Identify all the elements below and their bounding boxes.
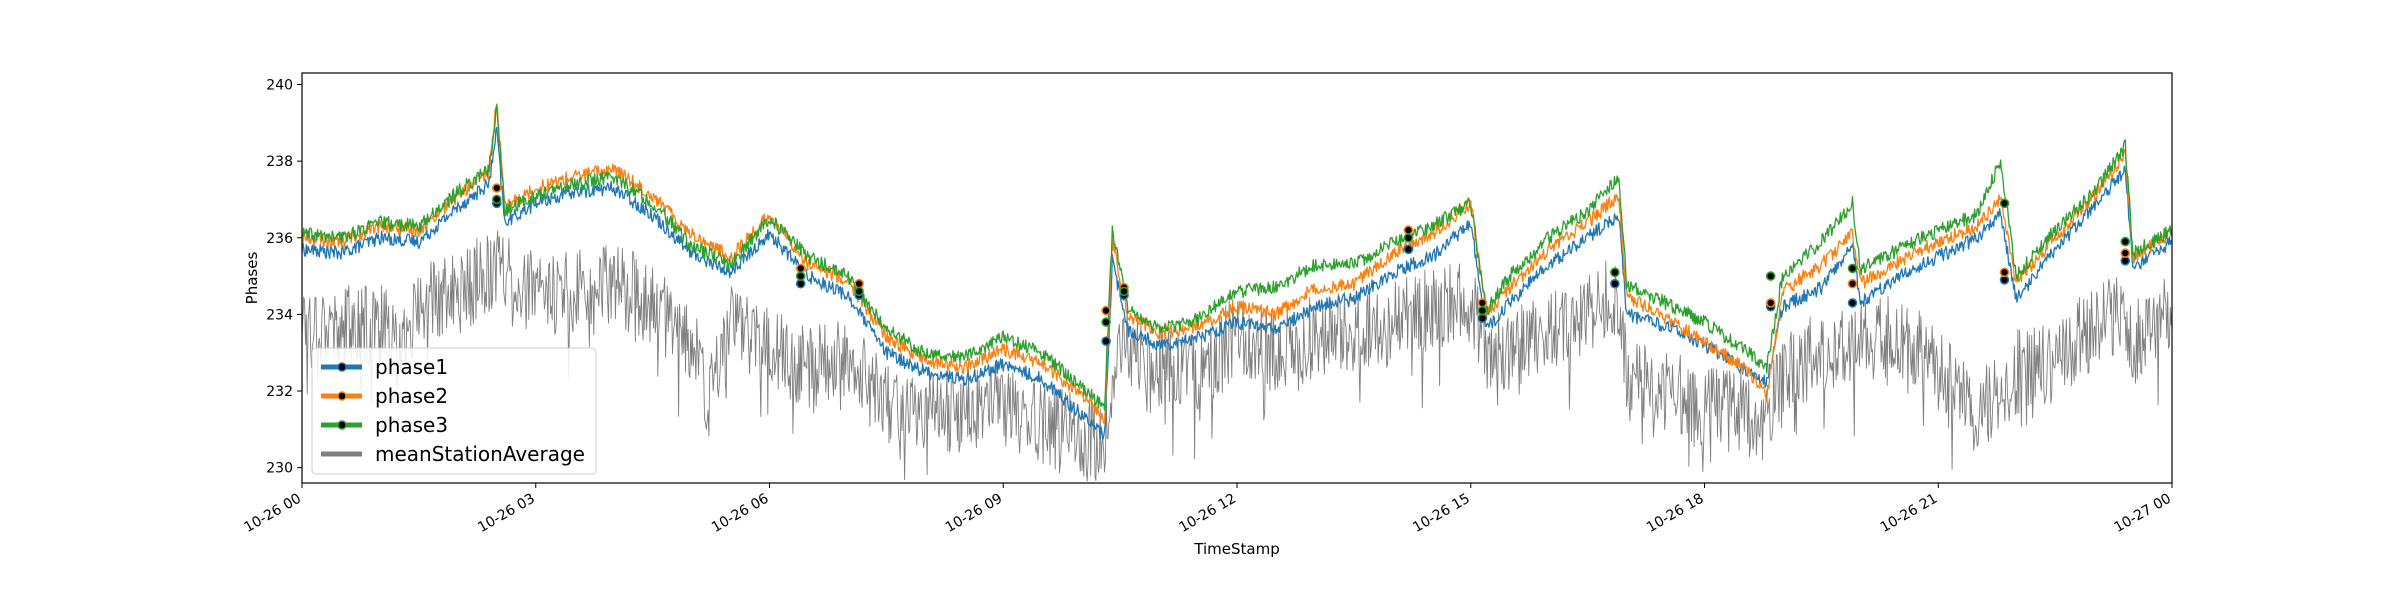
marker-phase1-11 [2120, 255, 2131, 266]
series-line-phase2 [301, 103, 2173, 425]
legend-marker-phase1 [337, 362, 347, 372]
marker-phase2-9 [1847, 278, 1858, 289]
legend-label-phase2: phase2 [375, 384, 448, 408]
legend-marker-phase3 [337, 420, 347, 430]
marker-phase3-3 [1101, 317, 1111, 327]
y-tick-label-230: 230 [266, 461, 293, 477]
marker-phase2-8 [1765, 298, 1776, 308]
marker-phase3-10 [1999, 198, 2010, 209]
y-tick-label-236: 236 [266, 231, 293, 247]
series-line-phase1 [301, 126, 2173, 441]
marker-phase2-10 [1999, 267, 2010, 278]
marker-phase3-4 [1119, 286, 1129, 297]
marker-phase3-1 [795, 271, 806, 281]
x-axis-label: TimeStamp [1193, 540, 1279, 558]
marker-phase2-2 [854, 278, 864, 289]
marker-phase1-6 [1477, 313, 1488, 324]
y-axis-label: Phases [243, 252, 261, 305]
marker-layer [491, 183, 2131, 347]
y-tick-label-232: 232 [266, 384, 293, 400]
marker-phase1-10 [1999, 275, 2010, 285]
marker-phase3-6 [1477, 305, 1488, 316]
marker-phase3-8 [1765, 271, 1776, 281]
marker-phase1-3 [1101, 336, 1111, 347]
marker-phase1-7 [1610, 278, 1620, 289]
marker-phase3-0 [491, 194, 502, 205]
marker-phase3-11 [2120, 236, 2131, 247]
y-axis: 230 232 234 236 238 240 [266, 77, 302, 477]
y-tick-label-234: 234 [266, 307, 293, 323]
marker-phase3-2 [854, 286, 864, 297]
marker-phase3-9 [1847, 263, 1858, 274]
marker-phase3-5 [1403, 233, 1414, 243]
legend-box [311, 347, 597, 475]
series-line-phase3 [301, 104, 2173, 411]
legend: phase1 phase2 phase3 meanStationAverage [311, 347, 597, 475]
marker-phase2-6 [1477, 298, 1488, 308]
y-tick-label-238: 238 [266, 154, 293, 170]
marker-phase2-5 [1403, 225, 1414, 235]
legend-label-phase3: phase3 [375, 413, 448, 437]
legend-label-phase1: phase1 [375, 355, 448, 379]
marker-phase1-9 [1847, 298, 1858, 308]
legend-label-meanStationAverage: meanStationAverage [375, 442, 585, 466]
series-layer [301, 103, 2173, 482]
marker-phase3-7 [1610, 267, 1620, 278]
marker-phase2-3 [1101, 305, 1111, 316]
marker-phase1-1 [795, 278, 806, 289]
legend-marker-phase2 [337, 391, 347, 401]
marker-phase2-11 [2120, 248, 2131, 258]
marker-phase2-1 [795, 263, 806, 274]
marker-phase2-0 [491, 183, 502, 193]
marker-phase1-5 [1403, 244, 1414, 255]
y-tick-label-240: 240 [266, 77, 293, 93]
